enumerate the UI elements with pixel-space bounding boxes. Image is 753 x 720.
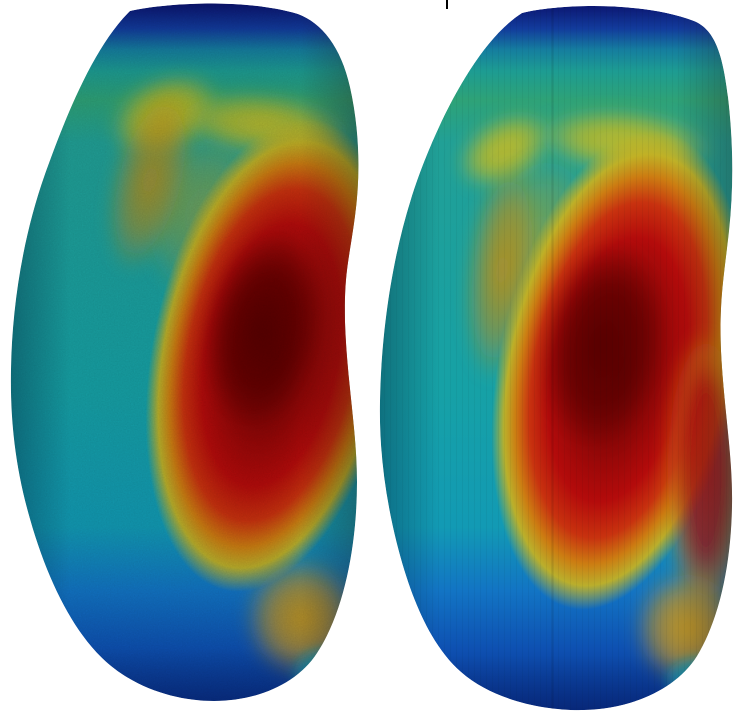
right-bottom-shadow	[379, 655, 733, 711]
right-surface	[379, 6, 733, 711]
right-edge-shadow-right	[676, 6, 733, 711]
left-edge-shadow-left	[10, 3, 70, 701]
left-surface	[10, 3, 359, 701]
right-bottom-navy-dot	[694, 682, 726, 702]
right-edge-shadow-left	[379, 6, 439, 711]
top-tick-mark	[446, 0, 448, 9]
right-mesh-seam	[551, 6, 554, 710]
left-bottom-shadow	[10, 648, 359, 701]
left-bottom-navy-dot	[318, 677, 350, 697]
left-edge-shadow-right	[300, 3, 359, 701]
